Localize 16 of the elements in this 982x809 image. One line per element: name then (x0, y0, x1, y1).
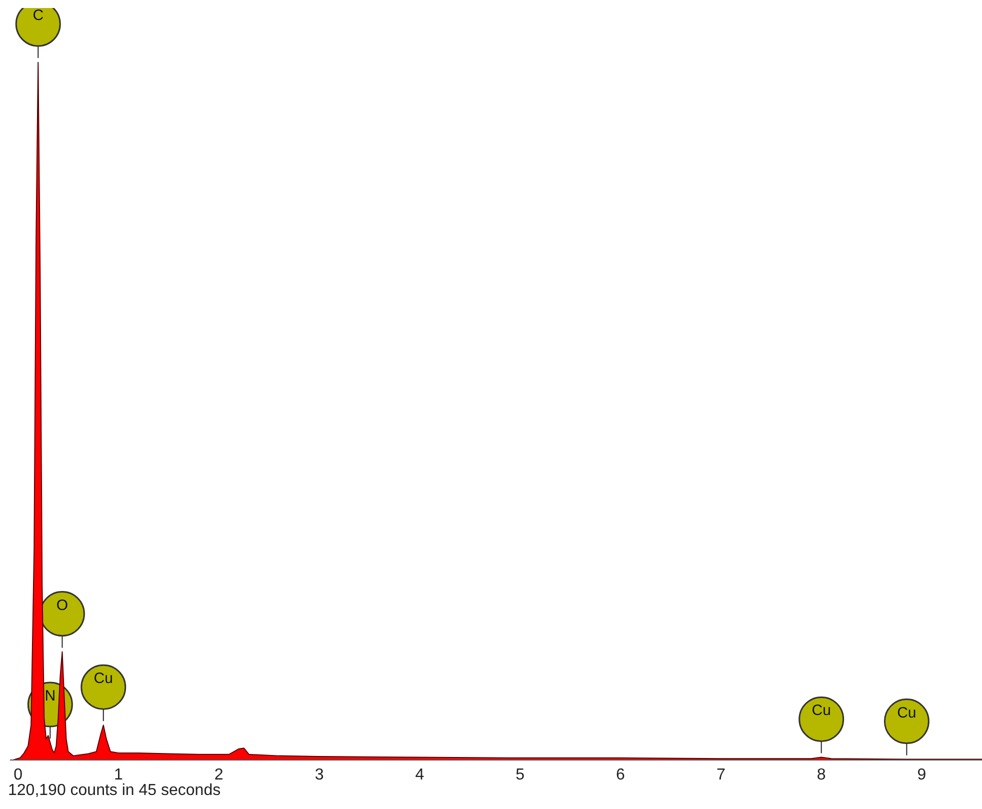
x-tick-label: 9 (917, 766, 926, 784)
annotation: Cu (94, 670, 113, 688)
annotation: Cu (812, 702, 831, 720)
annotation: O (56, 596, 68, 614)
annotation: Cu (897, 704, 916, 722)
x-tick-label: 5 (516, 766, 525, 784)
annotation: C (32, 7, 44, 24)
x-tick-label: 8 (816, 766, 826, 784)
text: 120,190 counts in 45 seconds (8, 782, 222, 800)
x-tick-label: 2 (214, 766, 224, 784)
x-tick-label: 0 (14, 766, 23, 784)
x-tick-label: 6 (616, 766, 626, 784)
x-tick-label: 3 (314, 766, 324, 784)
x-tick-label: 4 (415, 766, 424, 784)
x-tick-label: 1 (114, 766, 123, 784)
x-tick-label: 7 (716, 766, 726, 784)
